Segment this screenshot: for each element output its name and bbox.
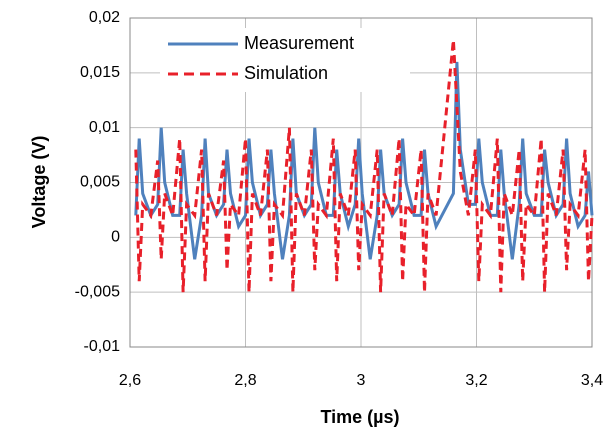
x-tick-label: 3 <box>357 372 366 389</box>
x-axis-label: Time (µs) <box>320 407 399 427</box>
y-tick-label: 0,005 <box>80 174 120 191</box>
x-tick-label: 3,4 <box>581 372 603 389</box>
y-tick-label: 0,02 <box>89 9 120 26</box>
legend-box <box>160 28 410 92</box>
y-tick-label: 0,01 <box>89 119 120 136</box>
x-tick-label: 3,2 <box>465 372 487 389</box>
x-tick-label: 2,8 <box>234 372 256 389</box>
legend-label: Measurement <box>244 33 354 53</box>
x-tick-label: 2,6 <box>119 372 141 389</box>
series-line <box>134 39 594 293</box>
y-tick-label: -0,005 <box>75 283 120 300</box>
legend-label: Simulation <box>244 63 328 83</box>
y-axis-label: Voltage (V) <box>29 136 49 229</box>
y-tick-label: 0 <box>111 229 120 246</box>
plot-border <box>129 17 593 348</box>
y-tick-label: -0,01 <box>84 338 121 355</box>
y-tick-label: 0,015 <box>80 64 120 81</box>
